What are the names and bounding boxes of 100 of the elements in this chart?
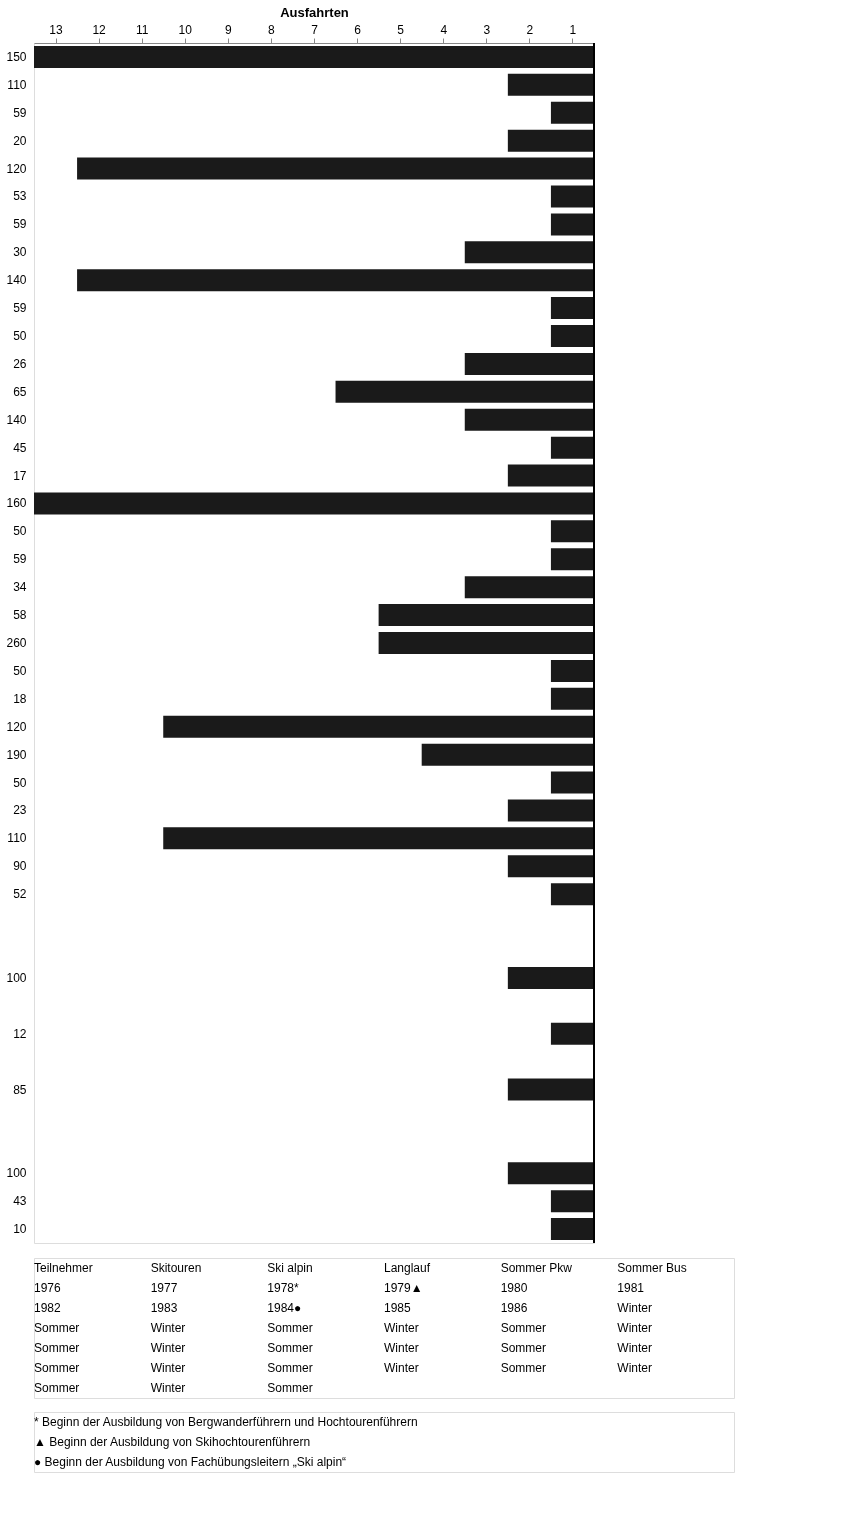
bar (550, 436, 594, 459)
y-tick-label: 140 (6, 412, 27, 427)
text: 1985 (384, 1301, 412, 1315)
text: 1977 (150, 1281, 178, 1295)
text: 1983 (150, 1301, 178, 1315)
y-tick-label: 53 (13, 189, 27, 204)
bar (550, 1190, 594, 1213)
bar (550, 883, 594, 906)
x-tick-label: 9 (225, 22, 232, 37)
text: 1981 (617, 1281, 645, 1295)
text: 1978* (267, 1281, 300, 1295)
bar (464, 576, 594, 599)
y-tick-label: 260 (6, 636, 27, 650)
y-tick-label: 50 (13, 329, 27, 344)
y-tick-label: 100 (6, 970, 27, 985)
text: Winter (617, 1321, 653, 1335)
y-tick-label: 59 (13, 552, 27, 567)
text: ▲ Beginn der Ausbildung von Skihochtourenführern (34, 1435, 311, 1449)
text: Winter (150, 1381, 186, 1395)
text: Winter (384, 1361, 419, 1375)
bar (507, 966, 594, 989)
bar (163, 715, 594, 738)
text: Sommer (267, 1341, 313, 1355)
bar (507, 855, 594, 878)
text: Winter (617, 1301, 653, 1315)
text: Skitouren (150, 1261, 202, 1275)
x-tick-label: 2 (526, 22, 534, 37)
y-tick-label: 43 (13, 1194, 27, 1209)
y-tick-label: 160 (6, 496, 27, 511)
bar (507, 1162, 594, 1185)
bar (550, 213, 594, 236)
bar (507, 464, 594, 487)
x-tick-label: 8 (268, 22, 276, 37)
y-tick-label: 85 (13, 1082, 27, 1097)
y-tick-label: 59 (13, 217, 27, 232)
text: Sommer (267, 1361, 313, 1375)
bar (550, 771, 594, 794)
text: Sommer Pkw (500, 1261, 573, 1275)
x-tick-label: 3 (483, 22, 491, 37)
text: Sommer (267, 1321, 313, 1335)
y-tick-label: 110 (7, 831, 27, 846)
y-tick-label: 20 (13, 133, 27, 148)
text: Winter (384, 1321, 419, 1335)
y-tick-label: 12 (13, 1026, 27, 1041)
bar (507, 799, 594, 822)
y-tick-label: 120 (6, 161, 27, 176)
y-tick-label: 59 (13, 301, 27, 316)
text: 1984● (267, 1301, 302, 1315)
text: * Beginn der Ausbildung von Bergwanderführern und Hochtourenführern (34, 1415, 418, 1429)
y-tick-label: 18 (13, 691, 27, 706)
text: Ski alpin (267, 1261, 313, 1275)
x-tick-label: 10 (178, 22, 193, 37)
x-axis-title: Ausfahrten (280, 4, 349, 20)
x-tick-label: 12 (92, 22, 107, 37)
bar (507, 129, 594, 152)
bar (421, 743, 594, 766)
y-tick-label: 150 (6, 49, 27, 64)
y-tick-label: 30 (13, 245, 27, 260)
text: Sommer (34, 1381, 80, 1395)
x-tick-label: 13 (49, 22, 64, 37)
bar (550, 325, 594, 348)
y-tick-label: 59 (13, 105, 27, 120)
bar (34, 492, 594, 515)
text: Langlauf (384, 1261, 431, 1275)
x-tick-label: 7 (311, 22, 319, 37)
bar (550, 687, 594, 710)
y-tick-label: 110 (7, 77, 27, 92)
y-tick-label: 120 (6, 719, 27, 734)
bar (550, 185, 594, 208)
text: 1976 (34, 1281, 62, 1295)
text: ● Beginn der Ausbildung von Fachübungsleitern „Ski alpin“ (34, 1455, 347, 1469)
bar (34, 45, 594, 68)
bar (464, 408, 594, 431)
bar (507, 73, 594, 96)
bar (77, 269, 594, 292)
y-tick-label: 45 (13, 440, 27, 455)
y-tick-label: 190 (6, 747, 27, 762)
text: Sommer (34, 1341, 80, 1355)
x-tick-label: 5 (397, 22, 405, 37)
y-tick-label: 26 (13, 356, 27, 371)
text: Sommer Bus (617, 1261, 687, 1275)
text: Sommer (34, 1321, 80, 1335)
y-tick-label: 34 (13, 580, 27, 595)
y-tick-label: 10 (13, 1222, 27, 1237)
text: Winter (150, 1321, 186, 1335)
text: Winter (150, 1341, 186, 1355)
text: Sommer (34, 1361, 80, 1375)
text: 1982 (34, 1301, 62, 1315)
bar (550, 297, 594, 320)
bar (550, 520, 594, 543)
text: 1980 (500, 1281, 528, 1295)
y-tick-label: 23 (13, 803, 27, 818)
x-tick-label: 4 (440, 22, 448, 37)
bar (550, 1218, 594, 1241)
bar (550, 1022, 594, 1045)
bar (550, 659, 594, 682)
y-tick-label: 50 (13, 524, 27, 539)
y-tick-label: 58 (13, 608, 27, 623)
bar (335, 380, 594, 403)
text: Sommer (500, 1361, 547, 1375)
